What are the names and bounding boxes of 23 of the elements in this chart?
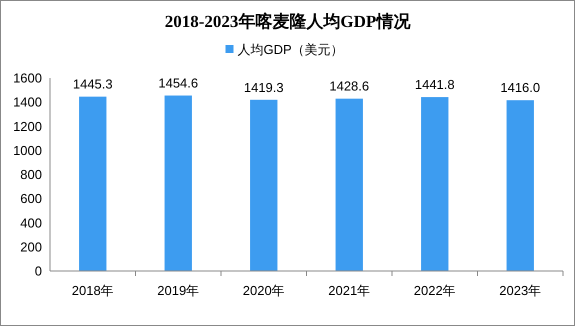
chart-title: 2018-2023年喀麦隆人均GDP情况: [164, 12, 412, 31]
y-tick-label: 600: [20, 191, 42, 206]
y-tick-label: 400: [20, 215, 42, 230]
x-tick-label: 2022年: [414, 283, 456, 298]
y-tick-label: 200: [20, 239, 42, 254]
y-tick-label: 1200: [13, 118, 42, 134]
text: 1454.6: [158, 76, 198, 91]
x-tick-label: 2021年: [328, 283, 370, 298]
y-tick-label: 1400: [13, 94, 42, 110]
text: 1416.0: [500, 80, 540, 96]
x-tick-label: 2018年: [72, 283, 114, 298]
text: 1428.6: [329, 78, 370, 94]
y-tick-label: 0: [34, 264, 42, 278]
y-tick-label: 800: [20, 167, 42, 182]
legend-label: 人均GDP（美元）: [238, 42, 344, 57]
text: 1445.3: [72, 76, 113, 92]
text: 1419.3: [244, 80, 284, 95]
x-tick-label: 2019年: [157, 283, 200, 298]
x-tick-label: 2023年: [499, 283, 542, 298]
y-tick-label: 1600: [13, 70, 42, 86]
y-tick-label: 1000: [13, 142, 42, 158]
x-tick-label: 2020年: [242, 283, 285, 298]
text: 1441.8: [414, 77, 455, 92]
